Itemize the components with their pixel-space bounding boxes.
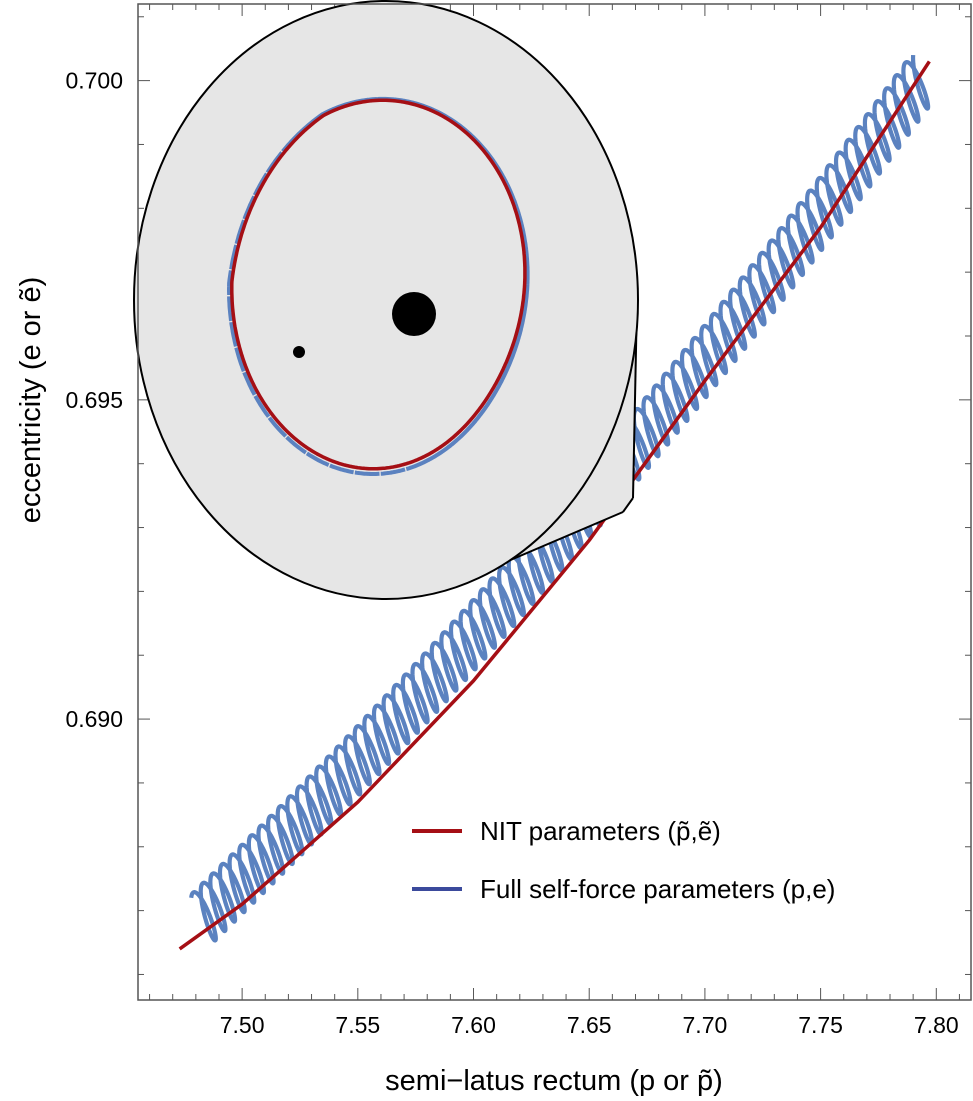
tick-labels: 7.50 7.55 7.60 7.65 7.70 7.75 7.80 0.690 0.695 0.… [65, 68, 958, 1038]
legend-label-nit: NIT parameters (p̃,ẽ) [480, 816, 721, 846]
x-axis-title: semi−latus rectum (p or p̃) [385, 1065, 723, 1097]
y-tick-label: 0.700 [65, 68, 123, 94]
x-tick-label: 7.50 [220, 1012, 265, 1038]
series-nit [178, 60, 931, 951]
x-tick-label: 7.75 [798, 1012, 843, 1038]
inset-orbit [133, 0, 639, 600]
series-self-force [189, 54, 931, 943]
self-force-curve [189, 54, 931, 943]
y-axis-title: eccentricity (e or ẽ) [15, 277, 47, 524]
x-tick-label: 7.55 [335, 1012, 380, 1038]
inset-start-marker [293, 346, 305, 358]
inset-nit-orbit [230, 98, 527, 471]
legend-label-self-force: Full self-force parameters (p,e) [480, 874, 835, 904]
inset-connector-line [622, 497, 634, 513]
x-tick-label: 7.80 [914, 1012, 959, 1038]
inset-central-body [392, 292, 436, 336]
plot-frame [137, 3, 972, 1001]
y-tick-label: 0.690 [65, 706, 123, 732]
x-tick-label: 7.65 [567, 1012, 612, 1038]
x-tick-label: 7.60 [451, 1012, 496, 1038]
nit-curve [178, 60, 931, 951]
x-tick-label: 7.70 [683, 1012, 728, 1038]
y-tick-label: 0.695 [65, 387, 123, 413]
inset-zoom-circle [133, 0, 639, 600]
legend: NIT parameters (p̃,ẽ) Full self-force pa… [412, 816, 835, 904]
